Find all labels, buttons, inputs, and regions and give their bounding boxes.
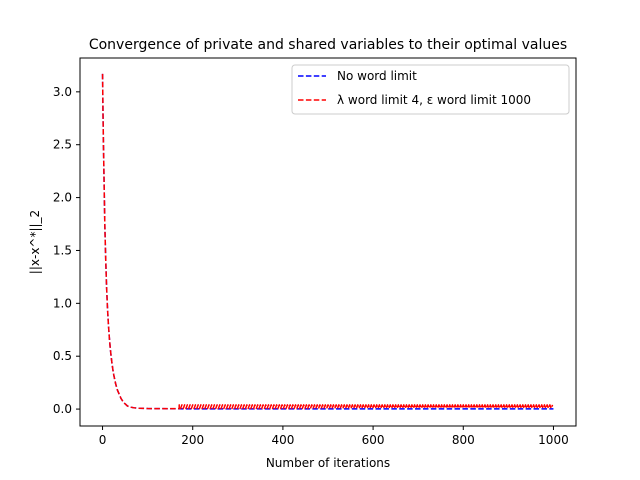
y-tick-label-2: 2.0 [53,191,72,205]
legend-label-no-word-limit: No word limit [337,69,417,83]
series-layer [101,73,554,410]
plot-area [80,58,576,426]
legend: No word limit λ word limit 4, ε word lim… [291,64,570,115]
y-axis: 0.0 0.5 1.0 1.5 2.0 2.5 3.0 [53,85,80,416]
y-tick-label-3: 3.0 [53,85,72,99]
x-axis-label: Number of iterations [266,456,390,470]
x-tick-label-1000: 1000 [538,433,569,447]
legend-box [291,64,570,115]
y-tick-label-2.5: 2.5 [53,138,72,152]
x-tick-label-800: 800 [452,433,475,447]
y-tick-label-1.5: 1.5 [53,243,72,257]
x-tick-label-400: 400 [271,433,294,447]
x-axis: 0 200 400 600 800 1000 [99,426,569,447]
legend-label-word-limit: λ word limit 4, ε word limit 1000 [337,93,531,107]
series-line-no-word-limit [101,73,554,410]
series-line-word-limit [101,73,554,410]
x-tick-label-200: 200 [181,433,204,447]
y-tick-label-0: 0.0 [53,402,72,416]
x-tick-label-600: 600 [362,433,385,447]
x-tick-label-0: 0 [99,433,107,447]
y-axis-label: ||x-x^*||_2 [28,210,42,274]
plot-frame [79,57,577,427]
y-tick-label-0.5: 0.5 [53,349,72,363]
y-tick-label-1: 1.0 [53,296,72,310]
chart-title: Convergence of private and shared variab… [89,37,567,53]
